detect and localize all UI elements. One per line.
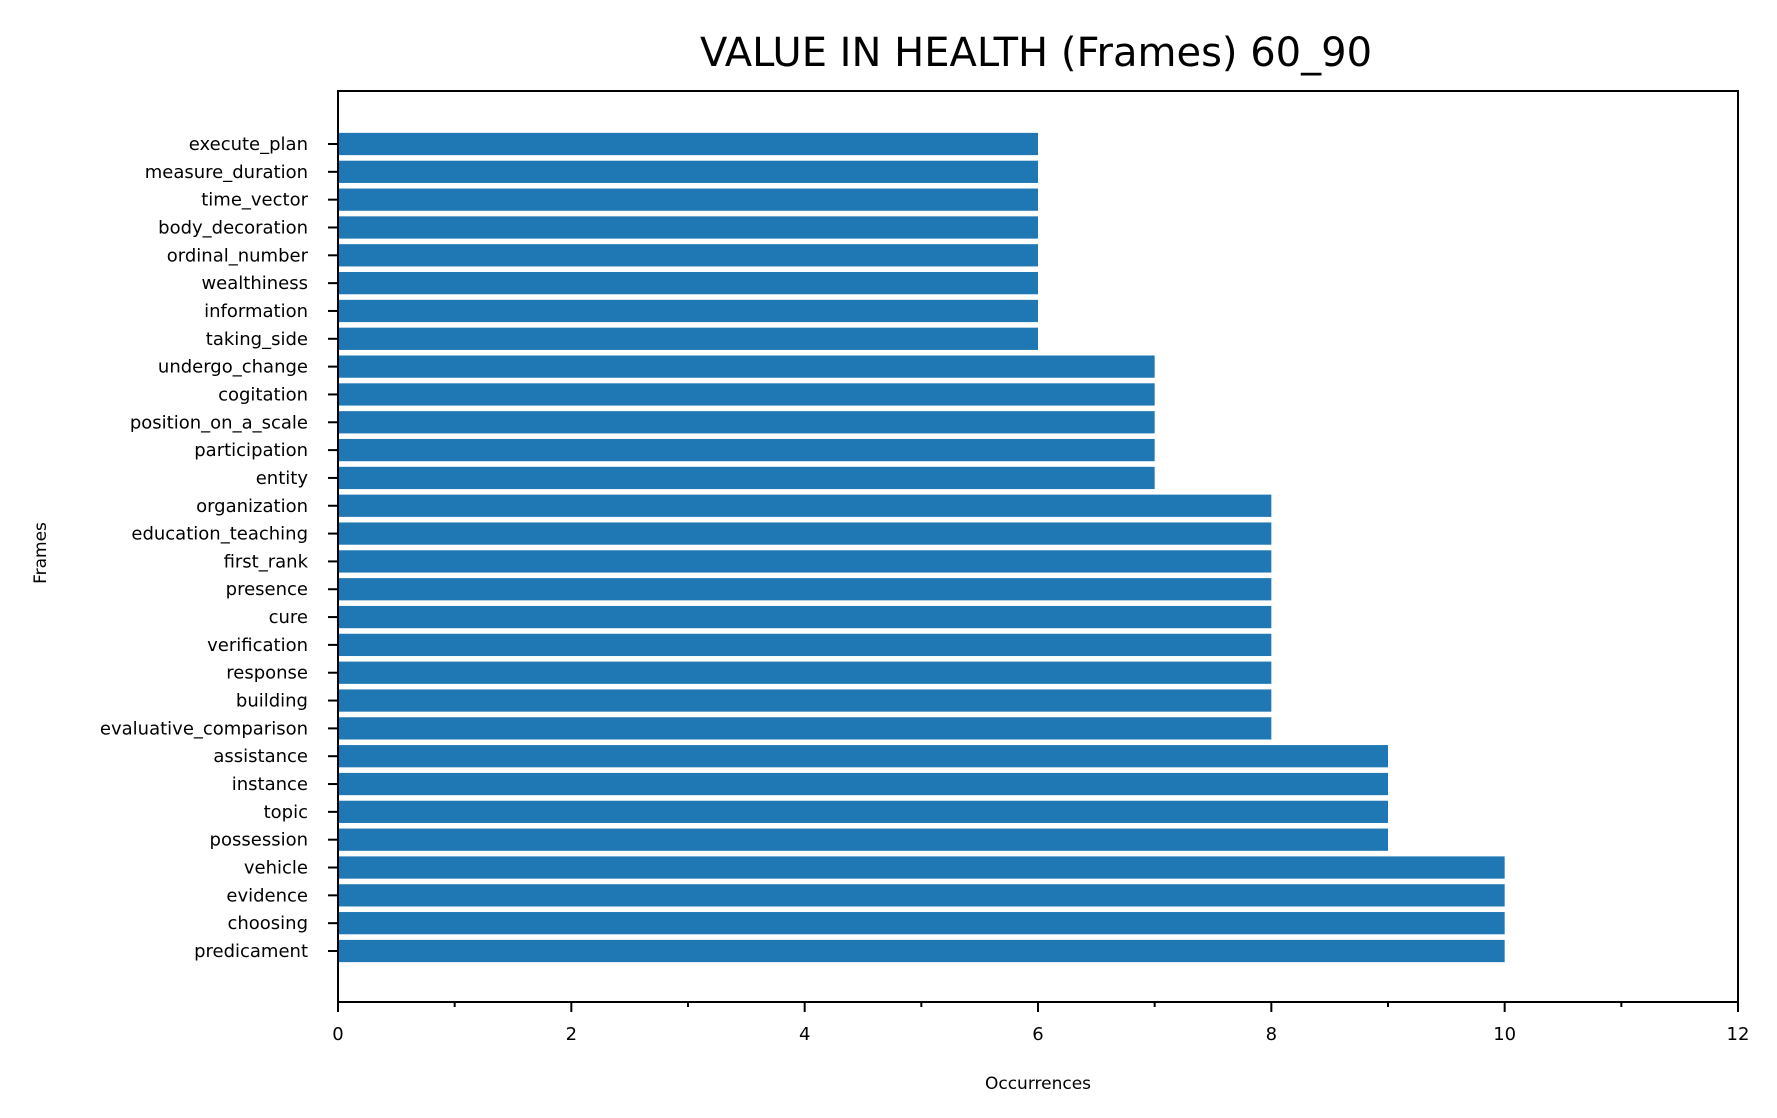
bar-choosing — [338, 912, 1505, 935]
x-tick-label-4: 4 — [799, 1024, 810, 1045]
x-tick-label-10: 10 — [1493, 1024, 1516, 1045]
y-tick-label-participation: participation — [194, 440, 308, 461]
bar-measure_duration — [338, 160, 1038, 183]
chart-title: VALUE IN HEALTH (Frames) 60_90 — [700, 30, 1372, 76]
y-tick-label-execute_plan: execute_plan — [189, 134, 308, 155]
x-tick-label-2: 2 — [566, 1024, 577, 1045]
bar-possession — [338, 828, 1388, 851]
y-tick-label-undergo_change: undergo_change — [158, 357, 308, 378]
y-tick-label-taking_side: taking_side — [206, 329, 308, 350]
y-tick-label-vehicle: vehicle — [244, 858, 308, 879]
y-tick-label-position_on_a_scale: position_on_a_scale — [130, 412, 308, 433]
bar-topic — [338, 800, 1388, 823]
bar-presence — [338, 578, 1272, 601]
bar-assistance — [338, 745, 1388, 768]
y-tick-label-measure_duration: measure_duration — [145, 162, 308, 183]
bar-organization — [338, 494, 1272, 517]
bar-entity — [338, 466, 1155, 490]
bar-participation — [338, 438, 1155, 462]
y-tick-label-ordinal_number: ordinal_number — [167, 245, 309, 266]
x-axis-ticks: 0 2 4 6 8 10 12 — [332, 1002, 1749, 1045]
bar-verification — [338, 633, 1272, 657]
y-tick-label-entity: entity — [256, 468, 309, 489]
bar-evaluative_comparison — [338, 717, 1272, 740]
y-tick-label-first_rank: first_rank — [224, 551, 309, 572]
y-tick-label-choosing: choosing — [227, 913, 308, 934]
x-tick-label-8: 8 — [1266, 1024, 1277, 1045]
y-tick-label-evidence: evidence — [226, 885, 308, 906]
y-tick-label-instance: instance — [232, 774, 308, 795]
x-axis-label: Occurrences — [985, 1074, 1091, 1094]
bar-undergo_change — [338, 355, 1155, 378]
y-tick-label-assistance: assistance — [213, 746, 308, 767]
bar-cogitation — [338, 383, 1155, 406]
y-axis-ticks: predicament choosing evidence vehicle posses… — [100, 134, 338, 962]
bar-body_decoration — [338, 216, 1038, 239]
y-tick-label-wealthiness: wealthiness — [201, 273, 308, 294]
y-tick-label-organization: organization — [196, 496, 308, 517]
y-tick-label-evaluative_comparison: evaluative_comparison — [100, 718, 308, 739]
y-axis-label: Frames — [31, 522, 51, 584]
bar-vehicle — [338, 856, 1505, 879]
y-tick-label-topic: topic — [264, 802, 308, 823]
bar-instance — [338, 772, 1388, 796]
y-tick-label-education_teaching: education_teaching — [131, 524, 308, 545]
y-tick-label-response: response — [226, 663, 308, 684]
x-tick-label-12: 12 — [1727, 1024, 1750, 1045]
y-tick-label-information: information — [204, 301, 308, 322]
x-tick-label-6: 6 — [1032, 1024, 1043, 1045]
bar-wealthiness — [338, 272, 1038, 295]
y-tick-label-verification: verification — [207, 635, 308, 656]
plot-frame — [337, 90, 1739, 1003]
y-tick-label-cogitation: cogitation — [218, 384, 308, 405]
bar-education_teaching — [338, 522, 1272, 545]
bar-predicament — [338, 939, 1505, 963]
bar-first_rank — [338, 550, 1272, 573]
y-tick-label-time_vector: time_vector — [201, 190, 308, 211]
y-tick-label-presence: presence — [226, 579, 308, 600]
y-tick-label-body_decoration: body_decoration — [158, 217, 308, 238]
y-tick-label-predicament: predicament — [194, 941, 308, 962]
bar-position_on_a_scale — [338, 411, 1155, 434]
bar-ordinal_number — [338, 244, 1038, 267]
bar-evidence — [338, 884, 1505, 907]
bar-response — [338, 661, 1272, 684]
y-tick-label-building: building — [236, 691, 308, 712]
bar-time_vector — [338, 188, 1038, 211]
bars-group — [338, 132, 1505, 963]
x-tick-label-0: 0 — [332, 1024, 343, 1045]
bar-cure — [338, 605, 1272, 629]
y-tick-label-cure: cure — [269, 607, 308, 628]
bar-building — [338, 689, 1272, 712]
y-tick-label-possession: possession — [210, 830, 308, 851]
bar-execute_plan — [338, 132, 1038, 156]
bar-taking_side — [338, 327, 1038, 350]
bar-information — [338, 299, 1038, 323]
